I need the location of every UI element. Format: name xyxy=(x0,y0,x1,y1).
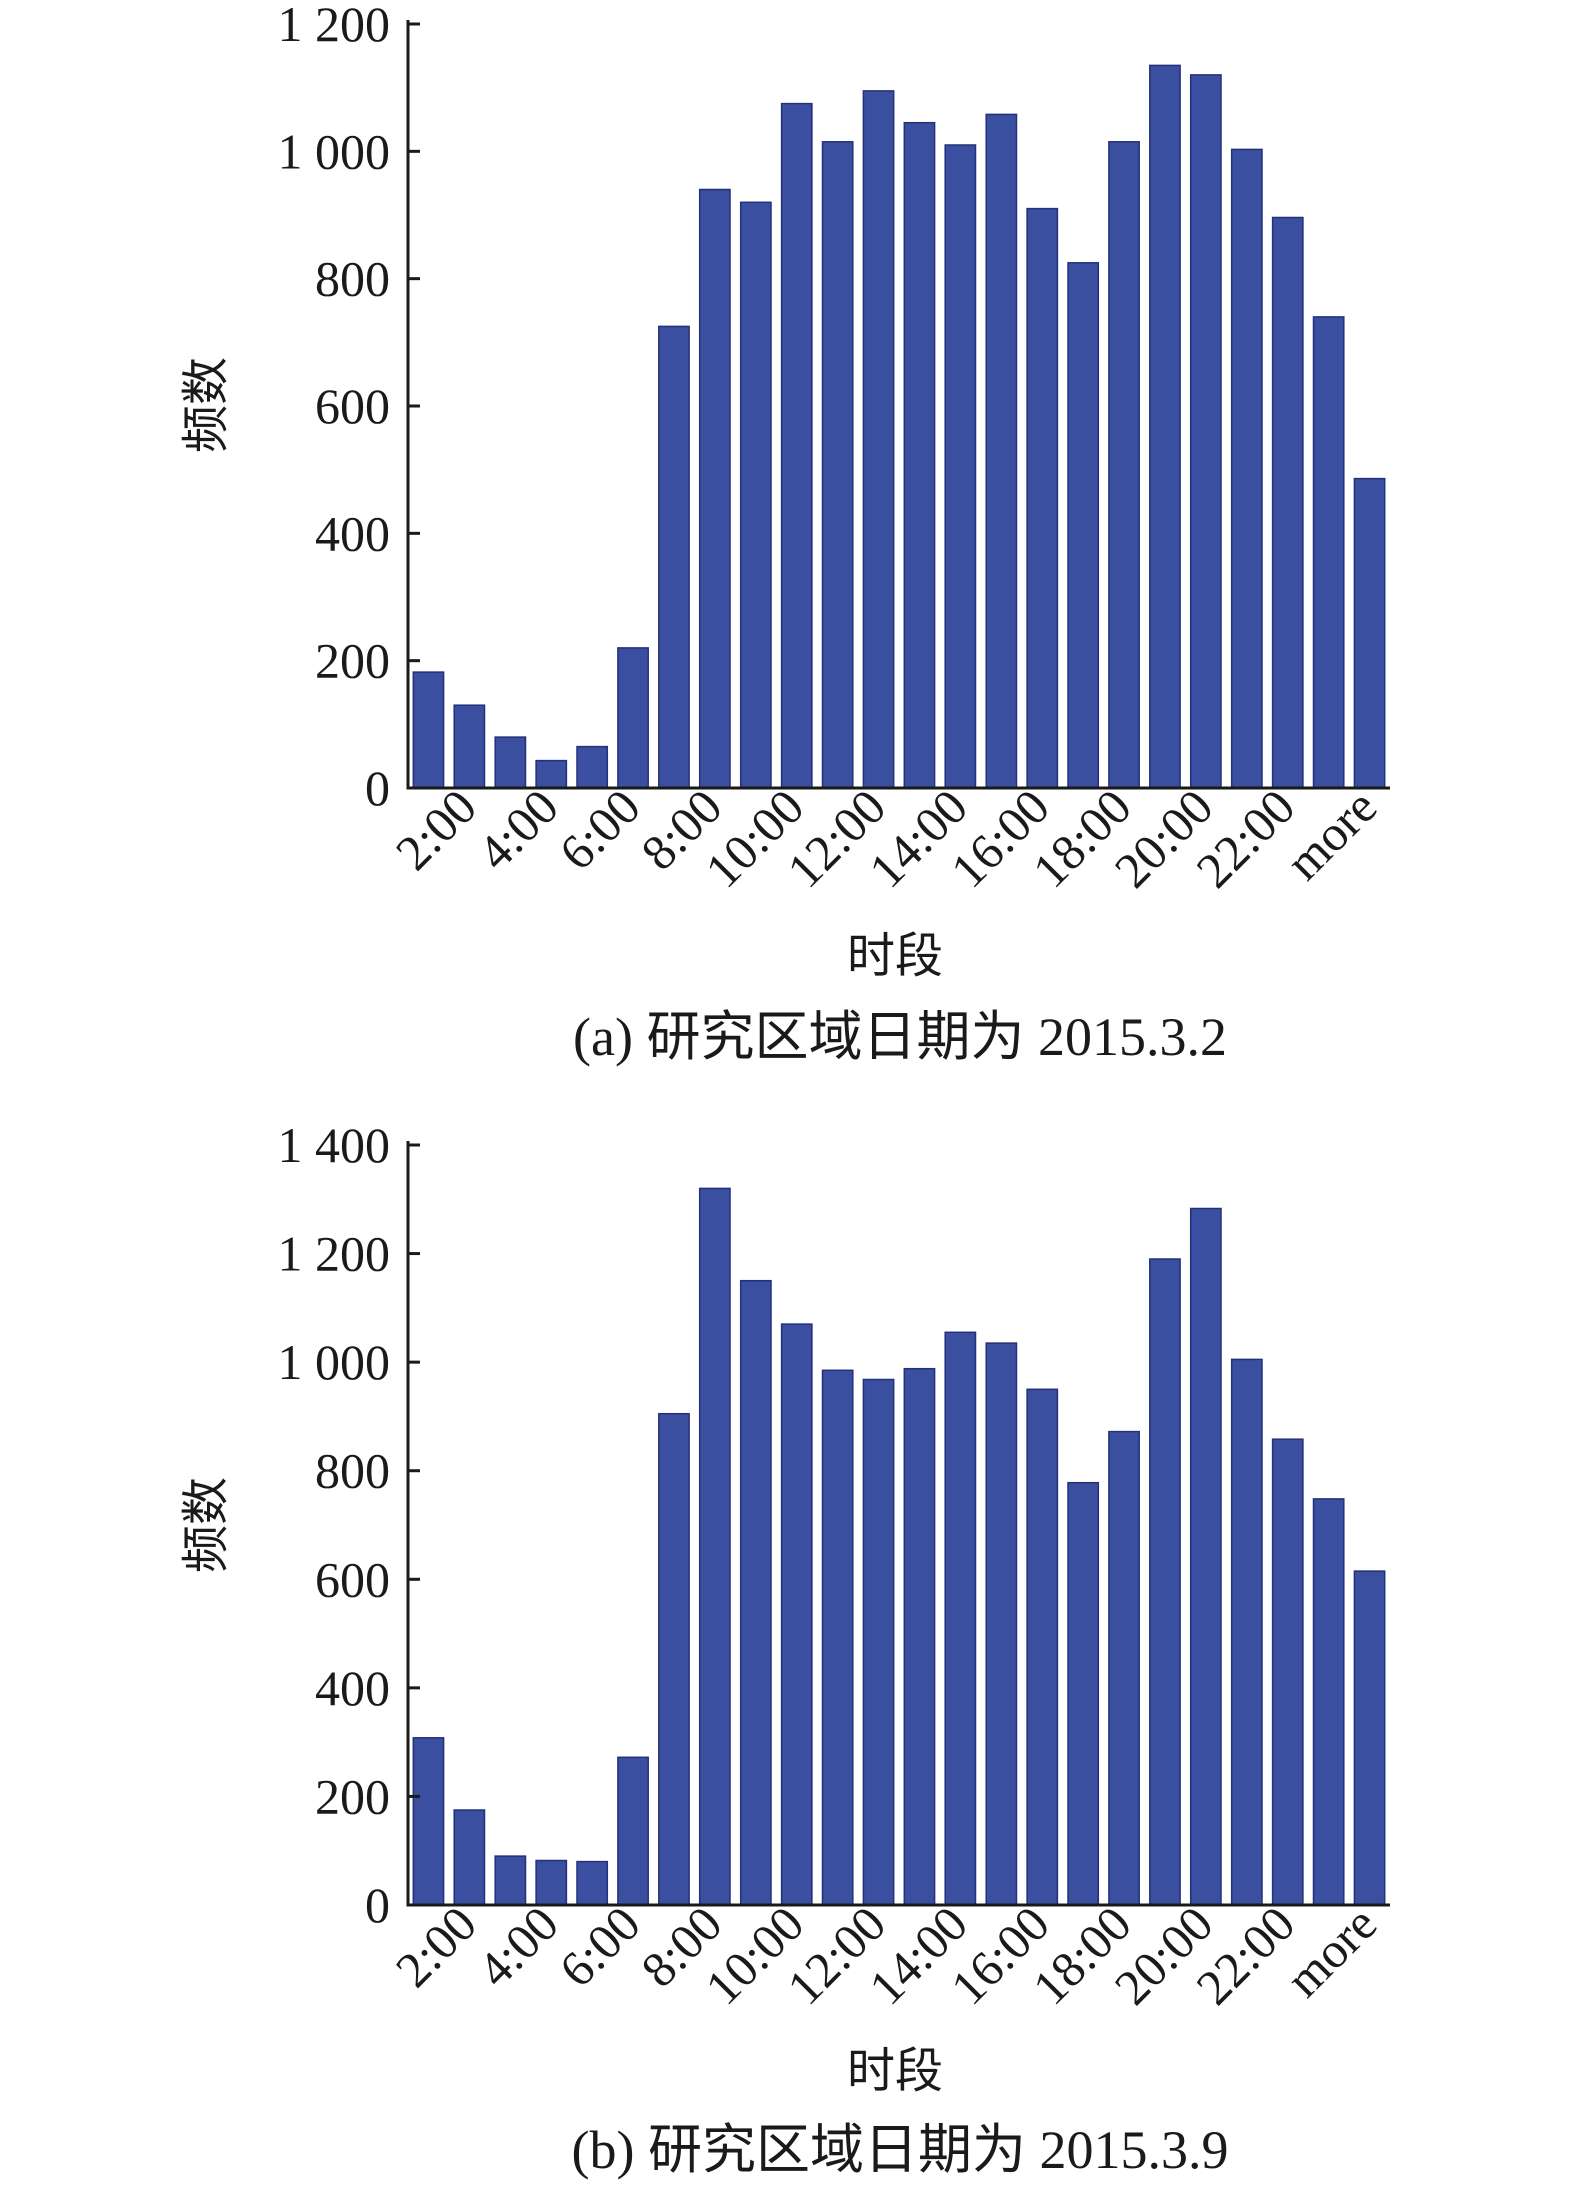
y-tick-label: 800 xyxy=(315,1443,390,1499)
y-tick-label: 1 200 xyxy=(278,1226,391,1282)
bar xyxy=(903,121,936,789)
bar xyxy=(1353,1570,1386,1906)
y-tick-label: 1 200 xyxy=(278,0,391,52)
bar xyxy=(617,1756,649,1906)
bar xyxy=(1271,1438,1304,1906)
bar xyxy=(1271,216,1304,789)
bar xyxy=(739,1279,772,1906)
bar xyxy=(412,1737,445,1906)
bar xyxy=(1108,141,1140,789)
x-tick-label: more xyxy=(1275,778,1387,890)
x-tick-label: 6:00 xyxy=(548,778,650,880)
bar xyxy=(821,1369,854,1906)
y-tick-label: 400 xyxy=(315,505,390,561)
bar xyxy=(617,647,649,789)
x-tick-label: 4:00 xyxy=(467,778,569,880)
chart-b: 0 200 400 600 800 1 000 1 200 1 400 2:004:006:00… xyxy=(178,1117,1390,2180)
bar xyxy=(780,102,813,789)
bar xyxy=(1189,1207,1222,1906)
bar xyxy=(453,1809,486,1906)
bar xyxy=(1312,316,1345,789)
bar xyxy=(658,325,690,789)
bar xyxy=(576,745,609,789)
bar xyxy=(944,1331,977,1906)
bar xyxy=(1108,1430,1140,1906)
bar xyxy=(1067,1481,1100,1906)
bar xyxy=(1149,1258,1181,1906)
bar xyxy=(494,736,527,789)
x-tick-label: 6:00 xyxy=(548,1895,650,1997)
figure-caption: (a) 研究区域日期为 2015.3.2 xyxy=(573,1007,1227,1067)
y-tick-label: 0 xyxy=(365,760,390,816)
bar xyxy=(535,759,568,789)
y-tick-label: 1 000 xyxy=(278,1334,391,1390)
y-axis-title: 频数 xyxy=(178,1477,234,1573)
bar xyxy=(780,1323,813,1906)
y-tick-label: 1 400 xyxy=(278,1117,391,1173)
bar xyxy=(985,1342,1018,1906)
y-tick-label: 400 xyxy=(315,1660,390,1716)
x-axis-title: 时段 xyxy=(847,928,943,984)
y-axis-title: 频数 xyxy=(178,357,234,453)
figure-caption: (b) 研究区域日期为 2015.3.9 xyxy=(572,2120,1229,2180)
bar xyxy=(1026,1388,1059,1906)
y-tick-label: 600 xyxy=(315,1551,390,1607)
bar xyxy=(494,1855,527,1906)
bar xyxy=(903,1367,936,1906)
bar xyxy=(1026,207,1059,789)
x-tick-label: 2:00 xyxy=(385,778,487,880)
bar xyxy=(453,704,486,789)
bar xyxy=(1149,64,1181,789)
x-tick-label: 4:00 xyxy=(467,1895,569,1997)
bar xyxy=(985,113,1018,789)
bar xyxy=(698,1187,731,1906)
bar xyxy=(862,1378,895,1906)
x-tick-label: 2:00 xyxy=(385,1895,487,1997)
bar xyxy=(1230,148,1263,789)
y-tick-label: 1 000 xyxy=(278,123,391,179)
bar xyxy=(412,671,445,789)
y-tick-label: 600 xyxy=(315,378,390,434)
y-tick-label: 0 xyxy=(365,1877,390,1933)
bar xyxy=(658,1412,690,1906)
bar xyxy=(1353,477,1386,789)
bar xyxy=(944,144,977,789)
y-tick-label: 200 xyxy=(315,633,390,689)
bar xyxy=(1067,262,1100,789)
y-tick-label: 800 xyxy=(315,251,390,307)
bar xyxy=(576,1860,609,1906)
bar xyxy=(1189,74,1222,789)
x-axis-title: 时段 xyxy=(847,2043,943,2099)
bar xyxy=(821,141,854,789)
bar xyxy=(1312,1498,1345,1906)
bar xyxy=(535,1859,568,1906)
bar xyxy=(1230,1358,1263,1906)
x-tick-label: more xyxy=(1275,1895,1387,2007)
y-tick-label: 200 xyxy=(315,1768,390,1824)
bar xyxy=(739,201,772,789)
bar xyxy=(698,188,731,789)
bar xyxy=(862,90,895,789)
